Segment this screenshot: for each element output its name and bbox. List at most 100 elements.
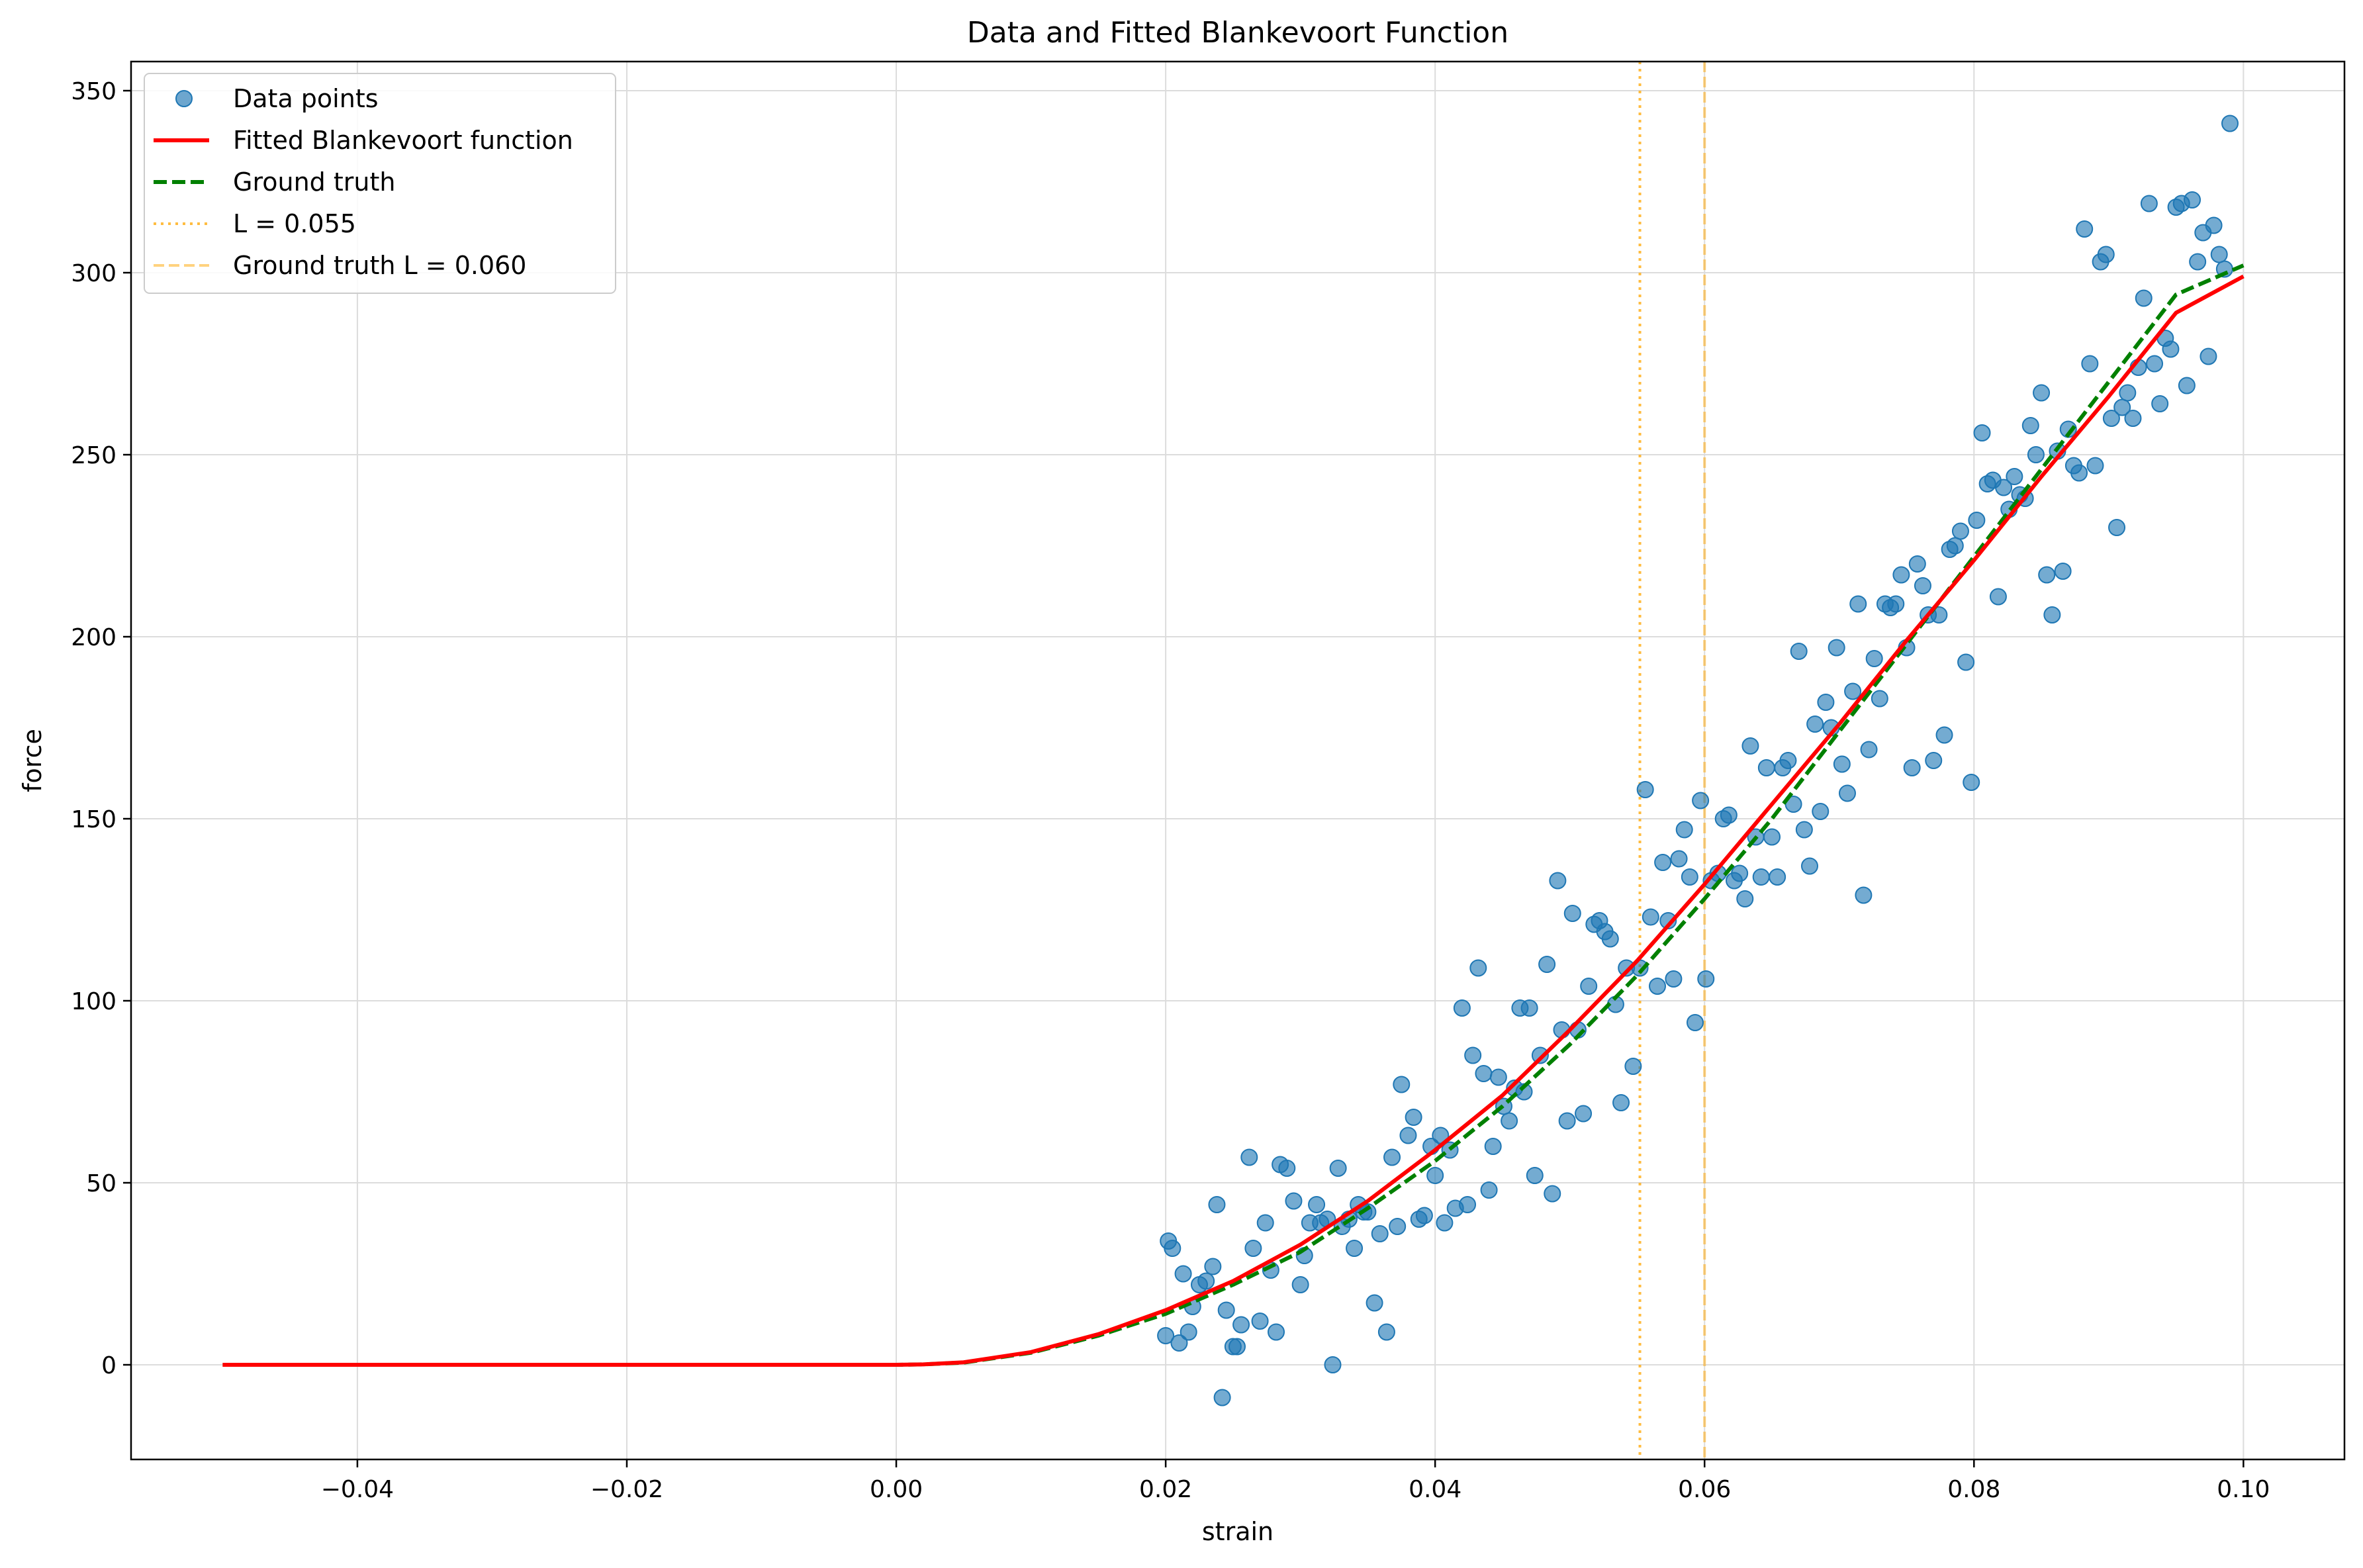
data-point (1757, 759, 1775, 776)
y-tick-label: 50 (86, 1170, 116, 1197)
data-point (1204, 1258, 1222, 1275)
data-point (2151, 395, 2169, 412)
y-tick-label: 150 (71, 806, 116, 833)
data-point (1232, 1316, 1250, 1334)
data-point (1393, 1076, 1411, 1093)
x-tick-label: 0.04 (1409, 1476, 1461, 1503)
data-point (1383, 1148, 1401, 1166)
data-point (1244, 1240, 1262, 1257)
data-point (1612, 1094, 1630, 1111)
x-tick-label: 0.00 (870, 1476, 923, 1503)
data-point (1170, 1334, 1188, 1352)
data-point (1935, 726, 1953, 744)
data-point (1642, 908, 1659, 926)
data-point (1692, 792, 1710, 809)
data-point (1968, 512, 1986, 529)
data-point (1865, 650, 1883, 667)
data-point (1464, 1046, 1482, 1064)
data-point (2102, 410, 2120, 427)
data-point (2043, 606, 2061, 623)
data-point (1580, 978, 1598, 995)
legend-label-l-fit: L = 0.055 (233, 209, 356, 238)
data-point (1217, 1301, 1235, 1319)
data-point (1240, 1148, 1258, 1166)
data-point (1415, 1207, 1433, 1224)
data-point (1371, 1225, 1389, 1242)
y-tick-label: 200 (71, 624, 116, 651)
data-point (1426, 1167, 1444, 1184)
data-point (1278, 1160, 1296, 1177)
data-point (1624, 1058, 1642, 1075)
data-point (2033, 384, 2051, 402)
x-tick-label: 0.08 (1947, 1476, 2000, 1503)
x-axis-label: strain (1202, 1517, 1274, 1546)
data-point (1174, 1265, 1192, 1283)
data-point (1399, 1127, 1417, 1144)
data-point (1720, 806, 1738, 824)
data-point (1951, 522, 1969, 540)
scatter-series (1157, 115, 2239, 1407)
data-point (1489, 1068, 1507, 1086)
data-point (1329, 1160, 1347, 1177)
data-point (2189, 253, 2207, 271)
data-point (2135, 289, 2153, 307)
x-tick-label: 0.10 (2217, 1476, 2270, 1503)
data-point (1790, 643, 1808, 660)
data-point (1520, 999, 1538, 1017)
data-point (2070, 464, 2088, 482)
data-point (1208, 1196, 1226, 1213)
data-point (1636, 781, 1654, 798)
data-point (2221, 115, 2239, 132)
data-point (1659, 912, 1677, 929)
data-point (1989, 588, 2007, 606)
data-point (1849, 595, 1867, 613)
data-point (1930, 606, 1948, 623)
data-point (1892, 566, 1910, 584)
data-point (1833, 755, 1851, 773)
data-point (1346, 1240, 1364, 1257)
data-point (1213, 1389, 1231, 1407)
data-point (1763, 828, 1781, 846)
plot-frame (130, 60, 2346, 1461)
legend: Data points Fitted Blankevoort function … (144, 73, 616, 294)
data-point (2086, 457, 2104, 475)
vertical-reference-lines (1638, 62, 1706, 1459)
legend-box (144, 73, 616, 294)
data-point (2205, 216, 2223, 234)
data-point (1925, 752, 1943, 769)
data-point (1405, 1109, 1422, 1126)
x-tick-label: −0.02 (590, 1476, 663, 1503)
y-axis-ticks: 0 50 100 150 200 250 300 350 (71, 78, 131, 1379)
data-point (1946, 537, 1964, 555)
ground-truth-line (222, 263, 2245, 1367)
data-point (1436, 1214, 1454, 1232)
data-point (1817, 694, 1835, 711)
y-tick-label: 0 (101, 1352, 116, 1379)
data-point (1681, 868, 1698, 886)
data-point (1860, 741, 1878, 759)
data-point (1731, 864, 1749, 882)
data-point (1648, 978, 1666, 995)
data-point (1377, 1323, 1395, 1341)
data-point (2027, 446, 2045, 463)
data-point (1995, 479, 2013, 496)
data-point (1453, 999, 1471, 1017)
data-point (1558, 1112, 1576, 1130)
data-point (1779, 752, 1797, 769)
data-point (1291, 1276, 1309, 1293)
data-point (1736, 890, 1754, 907)
legend-marker-data-points (175, 90, 193, 107)
data-point (1164, 1240, 1182, 1257)
data-point (2200, 347, 2217, 365)
legend-label-l-ground-truth: Ground truth L = 0.060 (233, 251, 526, 280)
data-point (1389, 1218, 1407, 1235)
data-point (2178, 377, 2196, 394)
data-point (2108, 519, 2126, 536)
data-point (1459, 1196, 1477, 1213)
data-point (1752, 868, 1770, 886)
data-point (1538, 956, 1556, 973)
data-point (1697, 970, 1715, 988)
data-point (1844, 682, 1862, 700)
